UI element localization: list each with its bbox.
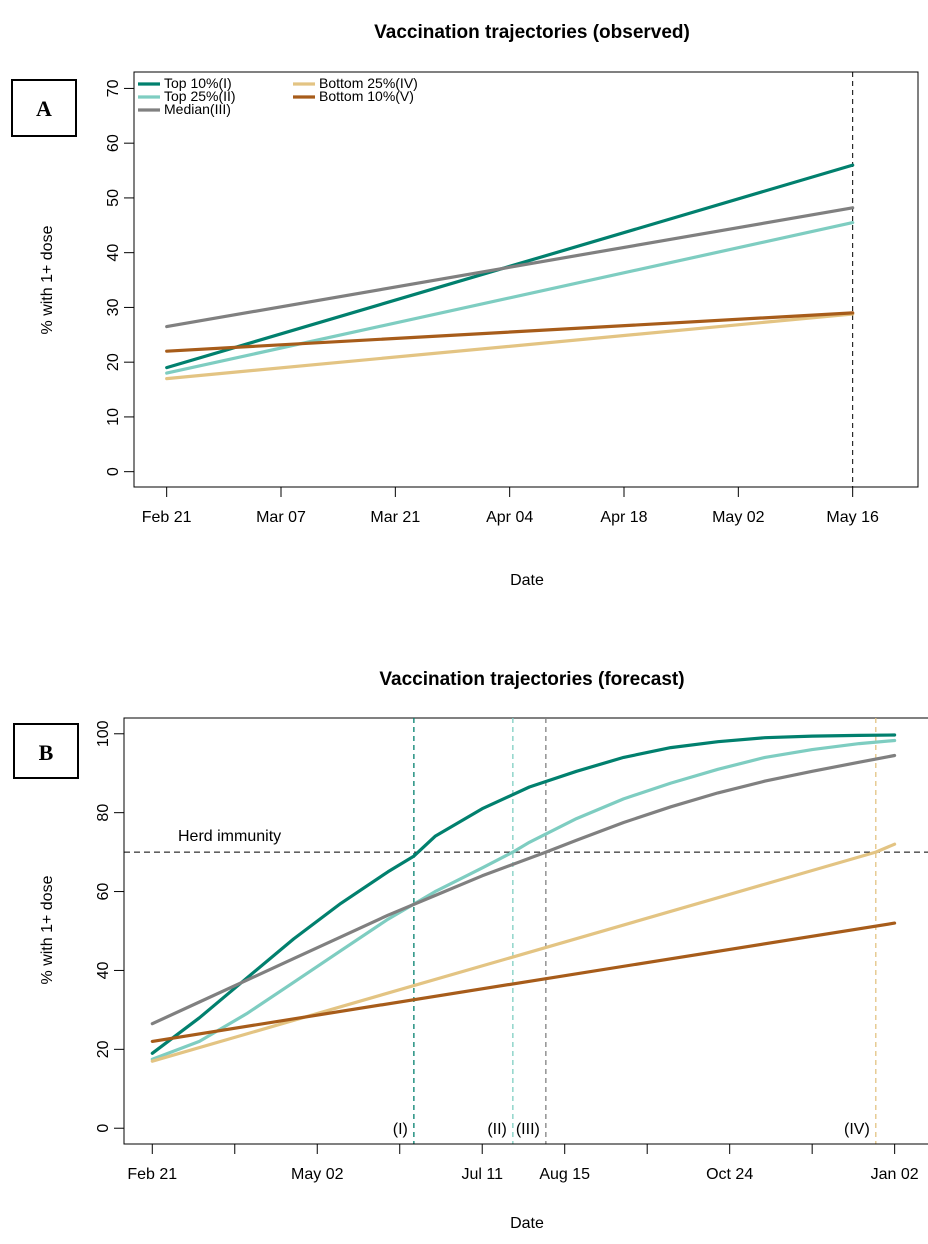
x-tick-label: Feb 21 — [142, 509, 192, 526]
series-line-bottom25 — [165, 312, 855, 381]
x-tick-label: Feb 21 — [127, 1166, 177, 1183]
legend-label: Bottom 25%(IV) — [319, 75, 418, 91]
y-tick-label: 50 — [105, 189, 122, 207]
series-line-bottom10 — [150, 921, 897, 1044]
marker-label: (IV) — [844, 1121, 870, 1138]
y-tick-label: 40 — [95, 961, 112, 979]
x-tick-label: Apr 18 — [600, 509, 647, 526]
x-tick-label: Jul 11 — [461, 1166, 503, 1183]
y-tick-label: 60 — [95, 883, 112, 901]
plot-frame-b — [123, 717, 928, 1145]
series-line-top25 — [150, 738, 897, 1061]
x-tick-label: Jan 02 — [871, 1166, 919, 1183]
series-line-bottom25 — [150, 842, 897, 1063]
x-axis-label-a: Date — [510, 572, 544, 589]
y-tick-label: 100 — [95, 720, 112, 747]
y-tick-label: 20 — [105, 353, 122, 371]
marker-label: (III) — [516, 1121, 540, 1138]
legend-label: Top 25%(II) — [164, 88, 236, 104]
y-axis-a: 0 10 20 30 40 50 60 70 — [105, 79, 135, 476]
x-tick-label: May 16 — [826, 509, 879, 526]
y-tick-label: 30 — [105, 298, 122, 316]
y-tick-label: 0 — [95, 1124, 112, 1133]
x-axis-b: Feb 21 May 02 Jul 11 Aug 15 Oct 24 Jan 02 — [127, 1143, 919, 1183]
y-tick-label: 60 — [105, 134, 122, 152]
chart-title-b: Vaccination trajectories (forecast) — [379, 669, 684, 690]
panel-letter-b: B — [39, 740, 54, 765]
legend-label: Median(III) — [164, 101, 231, 117]
annotations-b: Herd immunity (I) (II) (III) (IV) — [178, 828, 870, 1138]
y-tick-label: 80 — [95, 804, 112, 822]
series-line-top25 — [165, 221, 855, 375]
series-line-bottom10 — [165, 311, 855, 353]
y-tick-label: 10 — [105, 408, 122, 426]
x-tick-label: Aug 15 — [539, 1166, 590, 1183]
x-axis-a: Feb 21 Mar 07 Mar 21 Apr 04 Apr 18 May 02 May … — [142, 486, 879, 526]
x-tick-label: Oct 24 — [706, 1166, 753, 1183]
legend-label: Bottom 10%(V) — [319, 88, 414, 104]
y-tick-label: 40 — [105, 244, 122, 262]
panel-letter-a: A — [36, 96, 52, 121]
panel-b: Vaccination trajectories (forecast) 0 20 4… — [13, 669, 928, 1232]
panel-letter-box-a — [11, 79, 77, 137]
legend-a: Top 10%(I)Top 25%(II)Median(III) Bottom 2… — [138, 75, 418, 117]
y-tick-label: 70 — [105, 79, 122, 97]
marker-label: (I) — [393, 1121, 408, 1138]
legend-label: Top 10%(I) — [164, 75, 232, 91]
x-tick-label: May 02 — [291, 1166, 344, 1183]
y-axis-b: 0 20 40 60 80 100 — [95, 720, 125, 1133]
x-tick-label: May 02 — [712, 509, 765, 526]
y-axis-label-a: % with 1+ dose — [39, 225, 56, 334]
y-tick-label: 0 — [105, 467, 122, 476]
lines-b — [150, 733, 897, 1063]
grid-b — [124, 718, 928, 1144]
x-tick-label: Mar 07 — [256, 509, 306, 526]
x-tick-label: Apr 04 — [486, 509, 533, 526]
lines-a — [165, 163, 855, 381]
herd-immunity-label: Herd immunity — [178, 828, 281, 845]
chart-title-a: Vaccination trajectories (observed) — [374, 22, 690, 43]
plot-frame-a — [133, 71, 919, 488]
series-line-median — [165, 206, 855, 329]
series-line-median — [150, 753, 897, 1026]
x-axis-label-b: Date — [510, 1215, 544, 1232]
y-axis-label-b: % with 1+ dose — [39, 875, 56, 984]
y-tick-label: 20 — [95, 1040, 112, 1058]
panel-a: Vaccination trajectories (observed) 0 10 2… — [11, 22, 919, 589]
marker-label: (II) — [487, 1121, 507, 1138]
x-tick-label: Mar 21 — [370, 509, 420, 526]
panel-letter-box-b — [13, 723, 79, 779]
series-line-top10 — [150, 733, 897, 1055]
